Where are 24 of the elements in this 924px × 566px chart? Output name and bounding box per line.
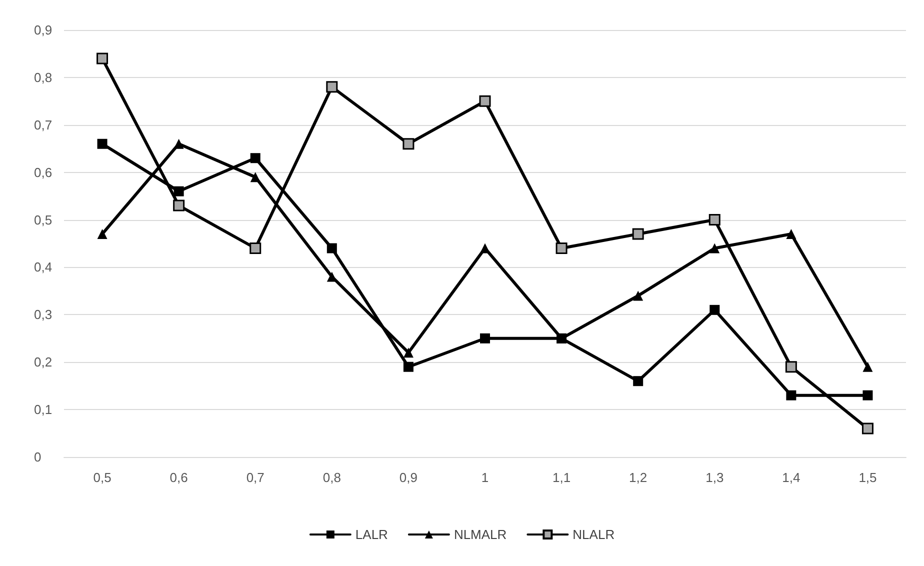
x-tick-label: 0,8 [322, 470, 341, 485]
legend-label: LALR [355, 527, 388, 542]
y-tick-label: 0,3 [34, 307, 52, 322]
x-tick-label: 0,7 [246, 470, 264, 485]
y-tick-label: 0,1 [34, 402, 52, 418]
legend-label: NLMALR [454, 527, 507, 542]
x-tick-label: 1,5 [858, 470, 877, 485]
legend-label: NLALR [572, 527, 615, 542]
x-tick-label: 0,6 [170, 470, 188, 485]
y-tick-label: 0,9 [34, 22, 52, 38]
y-tick-label: 0,4 [34, 260, 52, 275]
y-tick-label: 0,7 [34, 117, 52, 132]
y-tick-label: 0 [34, 450, 42, 464]
x-tick-label: 1,3 [706, 470, 724, 485]
x-tick-label: 1 [481, 470, 489, 485]
x-tick-label: 0,9 [399, 470, 418, 485]
y-tick-label: 0,6 [34, 164, 52, 180]
x-tick-label: 1,1 [552, 470, 571, 485]
y-tick-label: 0,2 [34, 354, 52, 370]
y-tick-label: 0,5 [34, 212, 52, 228]
x-tick-label: 0,5 [93, 470, 112, 485]
y-tick-label: 0,8 [34, 70, 52, 85]
x-tick-label: 1,2 [629, 470, 648, 485]
x-tick-label: 1,4 [782, 470, 800, 485]
